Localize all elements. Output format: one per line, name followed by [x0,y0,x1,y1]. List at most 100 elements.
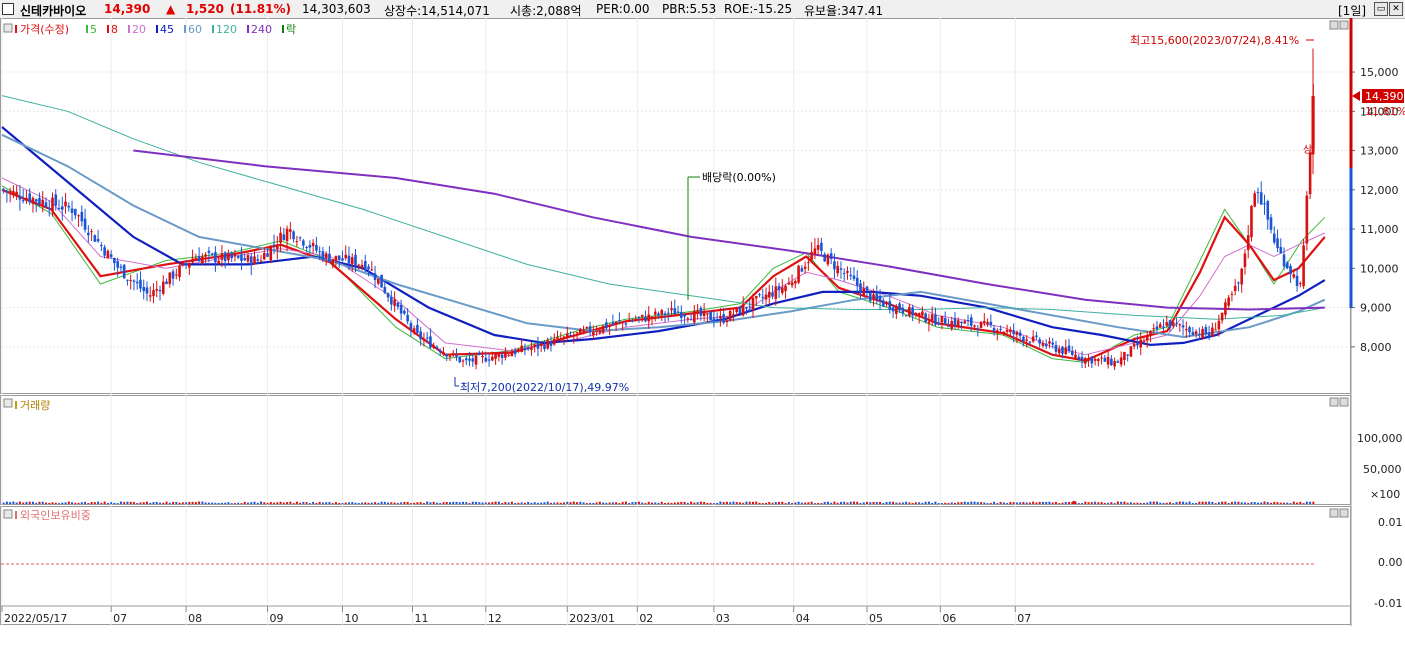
candle-body [491,356,494,361]
volume-bar [152,502,155,504]
candle-body [468,358,471,361]
candle-body [289,229,292,232]
volume-bar [611,502,614,504]
volume-bar [592,502,595,504]
volume-bar [357,503,360,504]
candle-body [706,313,709,315]
panel-buttons[interactable] [1329,20,1349,518]
volume-bar [621,501,624,504]
volume-bar [211,502,214,504]
candle-body [676,311,680,313]
candle-body [438,350,442,353]
volume-bar [318,501,321,504]
candle-body [810,251,813,260]
candle-body [80,211,84,222]
volume-bar [602,502,605,504]
candle-body [1253,193,1257,207]
volume-bar [1022,502,1025,504]
volume-bar [325,502,328,504]
volume-bar [1237,501,1240,504]
candle-body [451,353,455,355]
volume-bar [520,502,523,504]
candle-body [891,307,895,312]
volume-bar [1032,501,1035,504]
volume-bar [1071,501,1074,504]
volume-bar [445,501,448,504]
volume-bar [664,503,667,504]
volume-bar [993,501,996,504]
volume-bar [1289,503,1292,504]
candle-body [1175,323,1178,325]
volume-bar [1302,503,1305,504]
volume-bar [1107,502,1110,504]
candle-body [181,261,185,265]
candle-body [155,289,159,291]
volume-bar [781,501,784,504]
volume-bar [1312,501,1315,504]
candle-body [1038,339,1041,344]
candle-body [74,208,77,216]
volume-bar [1019,502,1022,504]
candle-body [820,242,823,251]
volume-bar [774,502,777,504]
select-checkbox[interactable] [2,3,14,15]
volume-bar [1221,501,1224,504]
candle-body [109,254,113,258]
volume-bar [22,502,25,504]
restore-icon[interactable]: ▭ [1374,2,1388,16]
candle-body [1237,282,1240,284]
candle-body [44,202,48,208]
candle-body [647,314,651,322]
x-tick-label: 11 [415,612,429,625]
volume-bar [282,502,285,504]
candle-body [790,282,794,286]
candle-body [1289,265,1292,275]
candle-body [533,344,536,347]
volume-bar [159,502,162,504]
volume-bar [1195,502,1198,504]
candle-body [497,353,501,357]
volume-bar [667,502,670,504]
volume-bar [846,502,849,504]
volume-bar [1175,502,1178,504]
close-icon[interactable]: ✕ [1389,2,1403,16]
candle-body [253,256,256,265]
volume-bar [478,502,481,504]
candle-body [487,359,491,361]
candle-body [184,263,188,265]
volume-bar [87,503,90,504]
candle-body [510,353,514,357]
candle-body [1136,343,1139,346]
candle-body [292,231,295,240]
candle-body [1305,195,1309,244]
candle-body [1266,201,1270,220]
volume-bar [1116,501,1119,504]
candle-body [719,315,722,319]
candle-body [367,266,370,270]
candle-body [1119,357,1123,365]
candle-body [383,287,387,293]
volume-bar [155,501,158,504]
candle-body [1018,332,1022,336]
candle-body [139,279,142,289]
candle-body [624,323,628,325]
market-cap: 시총:2,088억 [510,4,582,18]
volume-bar [745,501,748,504]
candle-body [670,308,673,311]
volume-bar [931,502,934,504]
candle-body [1162,326,1165,328]
candle-body [445,354,449,357]
volume-bar [246,502,249,504]
volume-bar [481,502,484,504]
volume-menu-icon[interactable] [3,398,13,408]
volume-bar [553,502,556,504]
panel-menu-icon[interactable] [3,23,13,33]
volume-bar [800,502,803,504]
period-selector[interactable]: [1일] [1338,4,1367,18]
foreign-menu-icon[interactable] [3,509,13,519]
candle-body [973,325,976,327]
volume-bar [507,502,510,504]
volume-bar [1305,501,1308,504]
volume-bar [833,501,836,504]
volume-bar [201,501,204,504]
